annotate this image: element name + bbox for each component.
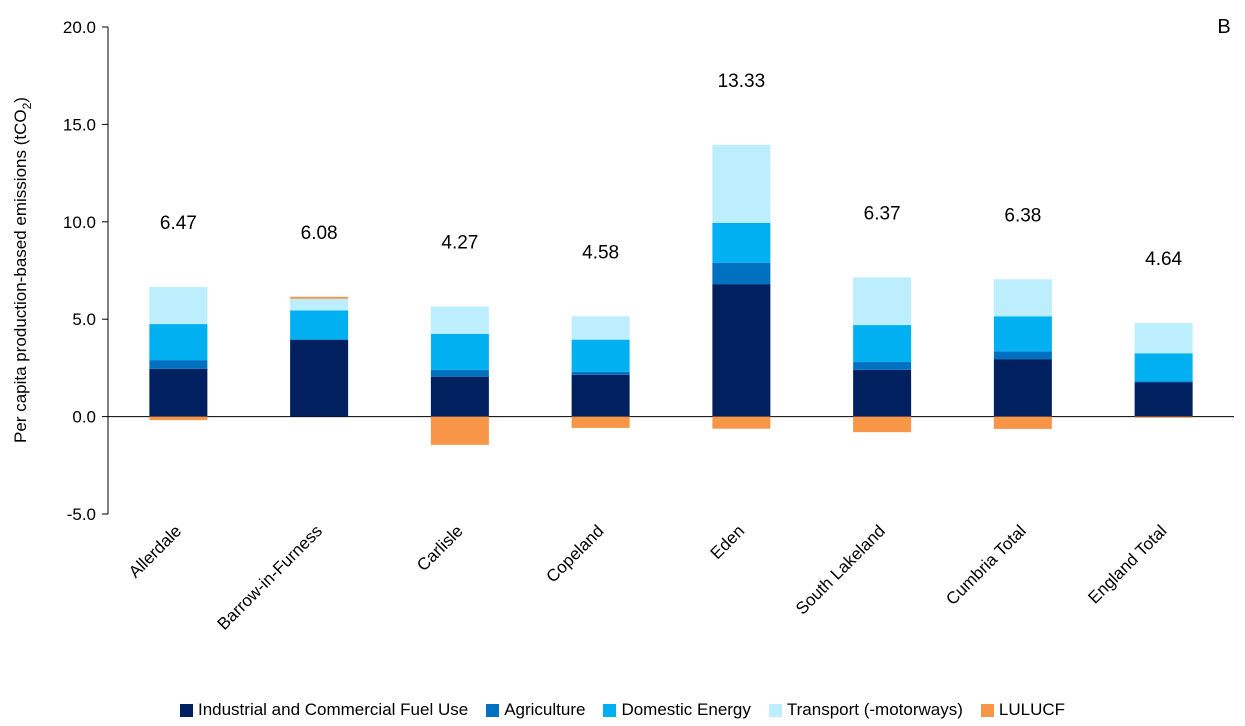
total-label: 13.33 — [718, 71, 766, 92]
axis-layer: -5.0 0.0 5.0 10.0 15.0 20.0 — [63, 18, 1234, 524]
legend-item: Domestic Energy — [603, 700, 751, 720]
legend-swatch — [179, 703, 193, 717]
legend-label: Domestic Energy — [621, 700, 751, 719]
y-tick-label: 10.0 — [63, 213, 96, 232]
legend-swatch — [980, 703, 994, 717]
bar-segment-lulucf-allerdale — [149, 416, 208, 421]
bar-segment-domestic-energy-barrow-in-furness — [290, 310, 349, 340]
bar-segment-industrial-and-commercial-fuel-use-south-lakeland — [853, 369, 912, 417]
bar-layer — [149, 144, 1193, 445]
legend-label: Transport (-motorways) — [786, 700, 963, 719]
bar-segment-agriculture-south-lakeland — [853, 362, 912, 370]
bar-segment-industrial-and-commercial-fuel-use-barrow-in-furness — [290, 339, 349, 417]
bar-segment-transport-motorways-barrow-in-furness — [290, 298, 349, 311]
x-category-label: Barrow-in-Furness — [214, 521, 326, 633]
legend-item: Industrial and Commercial Fuel Use — [179, 700, 469, 720]
x-category-label: Eden — [707, 521, 749, 563]
total-label: 6.38 — [1004, 205, 1041, 226]
y-axis-title: Per capita production-based emissions (t… — [11, 97, 34, 443]
x-category-label: Carlisle — [413, 521, 467, 575]
x-category-label: England Total — [1084, 521, 1170, 607]
bar-segment-agriculture-cumbria-total — [993, 351, 1052, 360]
chart-legend: Industrial and Commercial Fuel Use Agricu… — [0, 700, 1245, 720]
bar-segment-transport-motorways-eden — [712, 144, 771, 223]
total-label: 6.37 — [864, 203, 901, 224]
y-axis-title-subscript: 2 — [20, 102, 34, 109]
panel-label: B — [1217, 16, 1230, 38]
bar-segment-domestic-energy-eden — [712, 222, 771, 263]
bar-segment-transport-motorways-cumbria-total — [993, 279, 1052, 317]
bar-segment-agriculture-allerdale — [149, 360, 208, 369]
x-category-label: Allerdale — [125, 521, 185, 581]
bar-segment-lulucf-eden — [712, 416, 771, 429]
bar-segment-lulucf-south-lakeland — [853, 416, 912, 433]
y-axis-title-main: Per capita production-based emissions (t… — [11, 109, 30, 443]
legend-label: Agriculture — [504, 700, 586, 719]
bar-segment-lulucf-copeland — [571, 416, 630, 428]
bar-segment-agriculture-carlisle — [430, 369, 489, 377]
bar-segment-transport-motorways-england-total — [1134, 323, 1193, 354]
total-label: 6.47 — [160, 213, 197, 234]
bar-segment-industrial-and-commercial-fuel-use-carlisle — [430, 376, 489, 417]
bar-segment-transport-motorways-copeland — [571, 316, 630, 340]
bar-segment-agriculture-eden — [712, 262, 771, 285]
y-axis-title-suffix: ) — [11, 97, 30, 103]
legend-label: Industrial and Commercial Fuel Use — [197, 700, 469, 719]
y-tick-label: 5.0 — [72, 310, 96, 329]
x-category-label: Copeland — [543, 521, 608, 586]
bar-segment-domestic-energy-england-total — [1134, 353, 1193, 382]
y-tick-label: -5.0 — [67, 505, 96, 524]
bar-segment-industrial-and-commercial-fuel-use-allerdale — [149, 368, 208, 417]
bar-segment-transport-motorways-carlisle — [430, 306, 489, 334]
bar-segment-industrial-and-commercial-fuel-use-eden — [712, 284, 771, 417]
bar-segment-lulucf-england-total — [1134, 416, 1193, 418]
bar-segment-domestic-energy-allerdale — [149, 324, 208, 361]
legend-label: LULUCF — [998, 700, 1066, 719]
stacked-bar-chart: -5.0 0.0 5.0 10.0 15.0 20.0 6.47 Allerdale 6.08… — [11, 16, 1234, 634]
total-label: 4.58 — [582, 242, 619, 263]
legend-swatch — [603, 703, 617, 717]
bar-segment-lulucf-barrow-in-furness — [290, 296, 349, 299]
bar-segment-transport-motorways-south-lakeland — [853, 277, 912, 326]
total-label: 6.08 — [301, 223, 338, 244]
x-category-label: Cumbria Total — [942, 521, 1029, 608]
y-tick-label: 15.0 — [63, 115, 96, 134]
legend-swatch — [768, 703, 782, 717]
x-category-label: South Lakeland — [792, 521, 889, 618]
bar-segment-domestic-energy-cumbria-total — [993, 316, 1052, 352]
bar-segment-domestic-energy-copeland — [571, 339, 630, 372]
bar-segment-lulucf-carlisle — [430, 416, 489, 445]
bar-segment-agriculture-copeland — [571, 371, 630, 375]
y-tick-label: 0.0 — [72, 408, 96, 427]
legend-item: LULUCF — [980, 700, 1066, 720]
bar-segment-domestic-energy-carlisle — [430, 333, 489, 370]
legend-item: Agriculture — [486, 700, 585, 720]
legend-swatch — [486, 703, 500, 717]
bar-segment-lulucf-cumbria-total — [993, 416, 1052, 429]
y-tick-label: 20.0 — [63, 18, 96, 37]
bar-segment-industrial-and-commercial-fuel-use-cumbria-total — [993, 359, 1052, 417]
total-label: 4.27 — [441, 233, 478, 254]
bar-segment-industrial-and-commercial-fuel-use-england-total — [1134, 382, 1193, 417]
legend-item: Transport (-motorways) — [768, 700, 963, 720]
bar-segment-agriculture-england-total — [1134, 381, 1193, 383]
bar-segment-industrial-and-commercial-fuel-use-copeland — [571, 374, 630, 417]
bar-segment-transport-motorways-allerdale — [149, 287, 208, 325]
total-label: 4.64 — [1145, 249, 1182, 270]
bar-segment-domestic-energy-south-lakeland — [853, 325, 912, 363]
